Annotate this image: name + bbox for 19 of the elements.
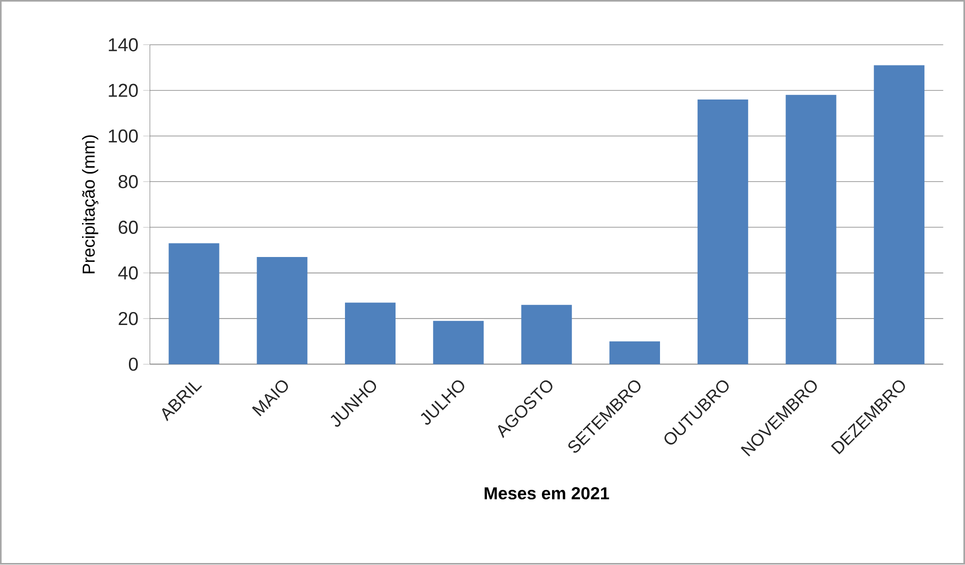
bar — [698, 100, 748, 364]
bar — [168, 243, 220, 364]
y-tick-label: 140 — [108, 38, 138, 52]
y-tick-label: 100 — [108, 130, 138, 143]
bar — [433, 321, 484, 364]
y-tick-label: 120 — [108, 84, 138, 98]
y-tick-label: 0 — [128, 358, 138, 371]
bar — [344, 302, 396, 364]
bar — [874, 65, 924, 364]
bar — [609, 342, 660, 364]
bar — [786, 95, 836, 364]
y-axis-title: Precipitação (mm) — [82, 136, 98, 274]
y-tick-label: 20 — [118, 312, 138, 326]
x-axis-title: Meses em 2021 — [484, 487, 610, 500]
y-tick-label: 80 — [118, 175, 138, 188]
bar — [521, 305, 572, 364]
bar — [256, 257, 308, 364]
y-tick-label: 40 — [118, 266, 138, 280]
y-tick-label: 60 — [118, 220, 138, 234]
